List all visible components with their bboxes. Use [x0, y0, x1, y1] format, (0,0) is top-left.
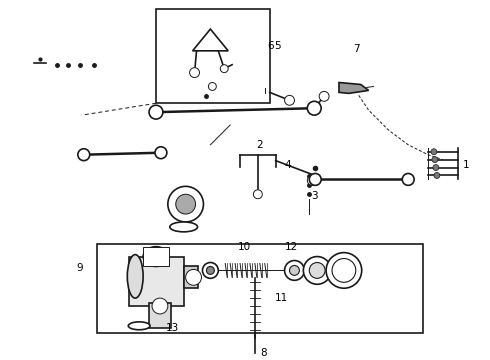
Text: 13: 13 — [166, 323, 179, 333]
Circle shape — [332, 258, 356, 282]
Circle shape — [220, 65, 228, 73]
Circle shape — [434, 172, 440, 179]
Circle shape — [307, 175, 317, 185]
Bar — [143, 247, 169, 266]
Circle shape — [431, 149, 437, 155]
Circle shape — [190, 68, 199, 77]
Circle shape — [309, 262, 325, 278]
Circle shape — [152, 298, 168, 314]
Circle shape — [326, 253, 362, 288]
Circle shape — [168, 186, 203, 222]
Circle shape — [202, 262, 218, 278]
Text: 4: 4 — [285, 159, 291, 170]
Circle shape — [78, 149, 90, 161]
Text: 5: 5 — [275, 41, 281, 51]
Circle shape — [176, 194, 196, 214]
Circle shape — [319, 91, 329, 101]
Ellipse shape — [143, 247, 169, 266]
Circle shape — [186, 269, 201, 285]
Circle shape — [433, 165, 439, 171]
Polygon shape — [339, 82, 368, 93]
Circle shape — [149, 105, 163, 119]
Circle shape — [290, 265, 299, 275]
Circle shape — [155, 147, 167, 159]
Bar — [129, 257, 184, 306]
Text: 11: 11 — [275, 293, 288, 303]
Text: 1: 1 — [463, 159, 469, 170]
Circle shape — [402, 174, 414, 185]
Circle shape — [432, 157, 438, 163]
Circle shape — [307, 101, 321, 115]
Text: 12: 12 — [285, 242, 298, 252]
Bar — [149, 303, 171, 328]
Circle shape — [309, 174, 321, 185]
Ellipse shape — [128, 322, 150, 330]
Text: 2: 2 — [256, 140, 263, 150]
Circle shape — [253, 190, 262, 199]
Circle shape — [285, 261, 304, 280]
Bar — [97, 244, 423, 333]
Text: 6: 6 — [267, 41, 273, 51]
Text: 9: 9 — [77, 264, 83, 274]
Text: 8: 8 — [260, 347, 267, 357]
Text: 3: 3 — [311, 191, 318, 201]
Bar — [156, 9, 270, 103]
Text: 7: 7 — [353, 44, 360, 54]
Circle shape — [285, 95, 294, 105]
Text: 10: 10 — [238, 242, 251, 252]
Circle shape — [303, 257, 331, 284]
Bar — [184, 266, 197, 288]
Circle shape — [206, 266, 214, 274]
Circle shape — [208, 82, 216, 90]
Ellipse shape — [127, 255, 143, 298]
Ellipse shape — [170, 222, 197, 232]
